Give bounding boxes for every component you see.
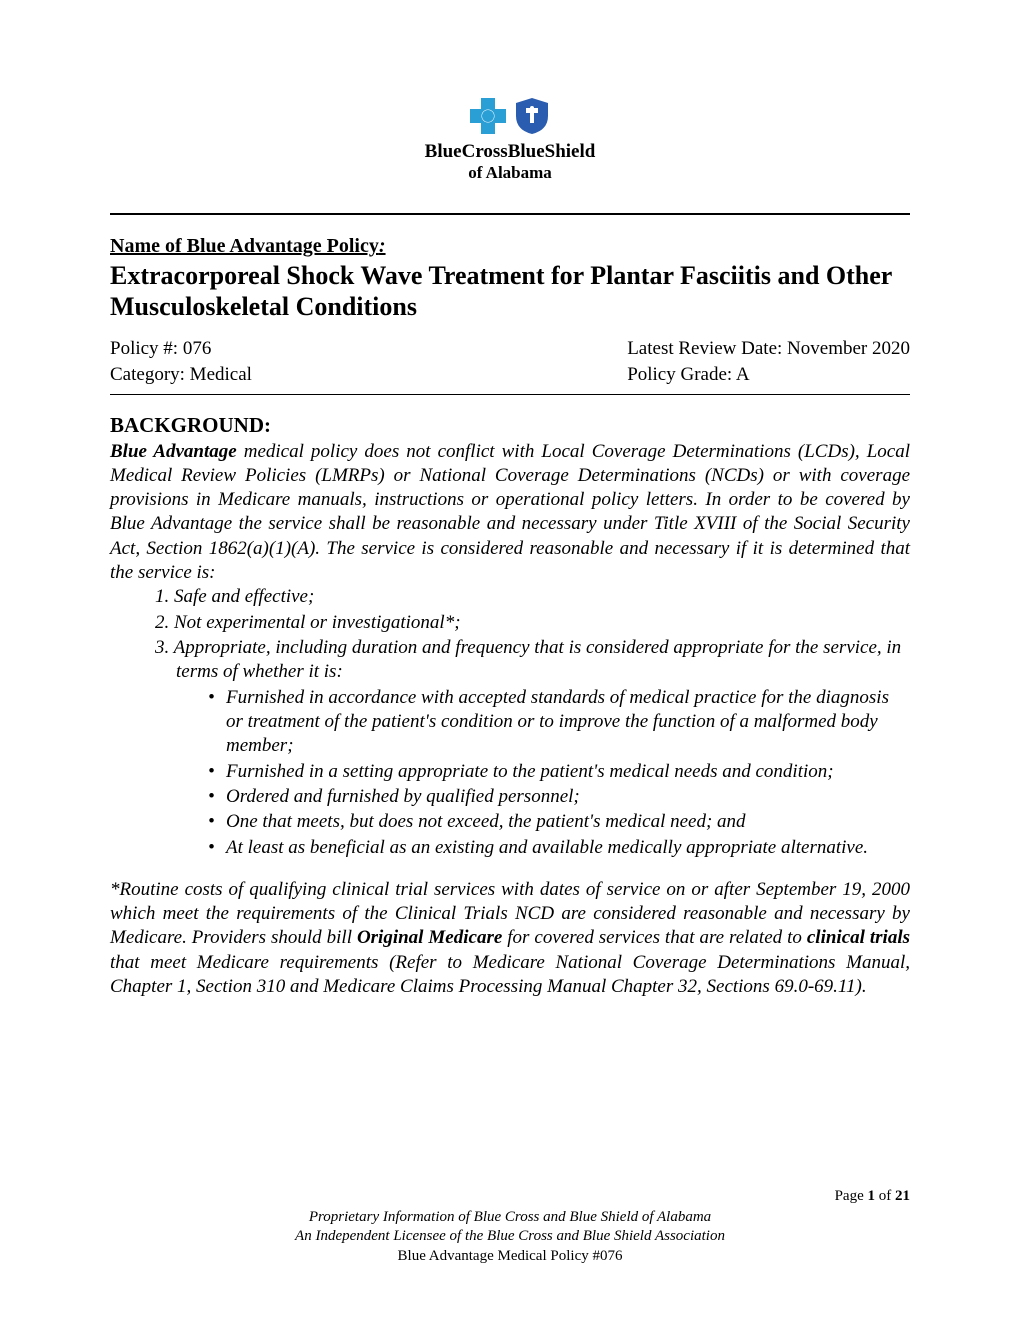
page-current: 1	[868, 1188, 876, 1204]
policy-label-colon: :	[379, 235, 386, 257]
meta-row: Policy #: 076 Category: Medical Latest R…	[110, 336, 910, 387]
background-heading: BACKGROUND:	[110, 413, 910, 438]
logo-brand-top: BlueCrossBlueShield	[110, 142, 910, 163]
meta-right: Latest Review Date: November 2020 Policy…	[627, 336, 910, 387]
meta-left: Policy #: 076 Category: Medical	[110, 336, 252, 387]
policy-label-line: Name of Blue Advantage Policy:	[110, 235, 910, 258]
list-item: 1. Safe and effective;	[155, 585, 910, 609]
footnote-bold2: clinical trials	[807, 927, 910, 948]
logo-icons	[468, 96, 552, 136]
footer-lines: Proprietary Information of Blue Cross an…	[110, 1208, 910, 1267]
blueshield-icon	[512, 96, 552, 136]
list-item: At least as beneficial as an existing an…	[208, 836, 910, 860]
policy-number: Policy #: 076	[110, 336, 252, 362]
policy-label: Name of Blue Advantage Policy	[110, 235, 379, 257]
list-item: 2. Not experimental or investigational*;	[155, 611, 910, 635]
footnote: *Routine costs of qualifying clinical tr…	[110, 878, 910, 1000]
list-item: One that meets, but does not exceed, the…	[208, 810, 910, 834]
divider-meta	[110, 394, 910, 395]
review-date: Latest Review Date: November 2020	[627, 336, 910, 362]
policy-title: Extracorporeal Shock Wave Treatment for …	[110, 260, 910, 322]
list-item: Furnished in accordance with accepted st…	[208, 686, 910, 759]
policy-grade: Policy Grade: A	[627, 362, 910, 388]
footer-line3: Blue Advantage Medical Policy #076	[110, 1247, 910, 1267]
page-number: Page 1 of 21	[110, 1188, 910, 1205]
logo: BlueCrossBlueShield of Alabama	[110, 96, 910, 183]
background-lead-bold: Blue Advantage	[110, 441, 237, 462]
bluecross-icon	[468, 96, 508, 136]
footnote-mid: for covered services that are related to	[502, 927, 807, 948]
background-intro: Blue Advantage medical policy does not c…	[110, 440, 910, 586]
list-item: Furnished in a setting appropriate to th…	[208, 760, 910, 784]
policy-category: Category: Medical	[110, 362, 252, 388]
divider-top	[110, 213, 910, 215]
criteria-list: 1. Safe and effective; 2. Not experiment…	[110, 585, 910, 684]
footer-line2: An Independent Licensee of the Blue Cros…	[110, 1227, 910, 1247]
list-item: Ordered and furnished by qualified perso…	[208, 785, 910, 809]
list-item: 3. Appropriate, including duration and f…	[155, 636, 910, 685]
footer: Page 1 of 21 Proprietary Information of …	[110, 1188, 910, 1267]
page-total: 21	[895, 1188, 910, 1204]
footnote-suffix: that meet Medicare requirements (Refer t…	[110, 952, 910, 997]
logo-brand-bottom: of Alabama	[110, 163, 910, 183]
footnote-bold1: Original Medicare	[357, 927, 502, 948]
sub-criteria-list: Furnished in accordance with accepted st…	[110, 686, 910, 860]
footer-line1: Proprietary Information of Blue Cross an…	[110, 1208, 910, 1228]
